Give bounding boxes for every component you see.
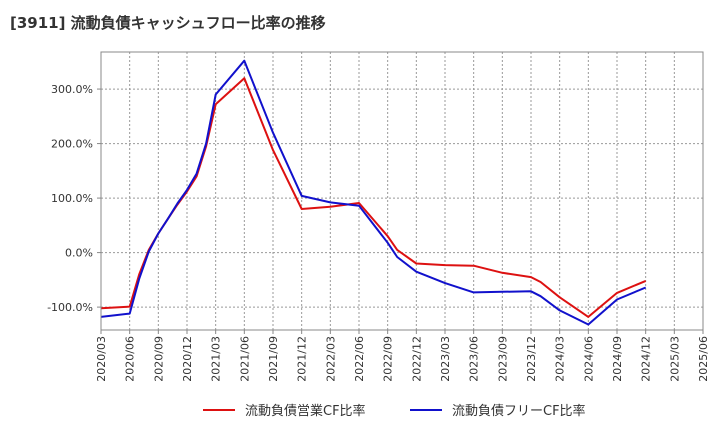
legend-swatch-operating-cf [203, 408, 235, 411]
y-tick-label: 300.0% [51, 83, 93, 96]
x-tick-label: 2021/06 [238, 336, 251, 382]
x-tick-label: 2024/03 [554, 336, 567, 382]
x-tick-label: 2023/03 [439, 336, 452, 382]
x-tick-label: 2024/06 [582, 336, 595, 382]
x-tick-label: 2023/09 [496, 336, 509, 382]
legend-item-free-cf: 流動負債フリーCF比率 [410, 400, 586, 419]
x-tick-label: 2025/06 [697, 336, 710, 382]
x-tick-label: 2023/06 [468, 336, 481, 382]
plot-frame [100, 51, 704, 331]
legend-swatch-free-cf [410, 408, 442, 411]
legend: 流動負債営業CF比率 流動負債フリーCF比率 [0, 400, 720, 430]
x-tick-label: 2021/09 [267, 336, 280, 382]
x-tick-label: 2020/03 [95, 336, 108, 382]
x-tick-label: 2020/06 [124, 336, 137, 382]
x-tick-label: 2021/12 [296, 336, 309, 382]
y-tick-label: 0.0% [65, 247, 93, 260]
y-axis-ticks: -100.0% 0.0% 100.0% 200.0% 300.0% [47, 83, 101, 314]
y-tick-label: 100.0% [51, 192, 93, 205]
y-tick-label: -100.0% [47, 301, 93, 314]
series-lines [100, 59, 647, 326]
x-tick-label: 2022/09 [382, 336, 395, 382]
x-tick-label: 2020/09 [152, 336, 165, 382]
chart-title: [3911] 流動負債キャッシュフロー比率の推移 [10, 14, 326, 32]
x-tick-label: 2022/06 [353, 336, 366, 382]
x-axis-ticks: 2020/03 2020/06 2020/09 2020/12 2021/03 2021/… [95, 330, 710, 382]
legend-label-operating-cf: 流動負債営業CF比率 [245, 404, 366, 419]
x-tick-label: 2025/03 [668, 336, 681, 382]
y-tick-label: 200.0% [51, 138, 93, 151]
x-tick-label: 2022/03 [324, 336, 337, 382]
x-tick-label: 2022/12 [410, 336, 423, 382]
x-tick-label: 2023/12 [525, 336, 538, 382]
x-tick-label: 2020/12 [181, 336, 194, 382]
x-tick-label: 2024/12 [640, 336, 653, 382]
legend-item-operating-cf: 流動負債営業CF比率 [203, 400, 366, 419]
grid-lines [100, 52, 704, 330]
x-tick-label: 2021/03 [210, 336, 223, 382]
x-tick-label: 2024/09 [611, 336, 624, 382]
legend-label-free-cf: 流動負債フリーCF比率 [452, 404, 586, 419]
series-line-1 [100, 59, 647, 326]
